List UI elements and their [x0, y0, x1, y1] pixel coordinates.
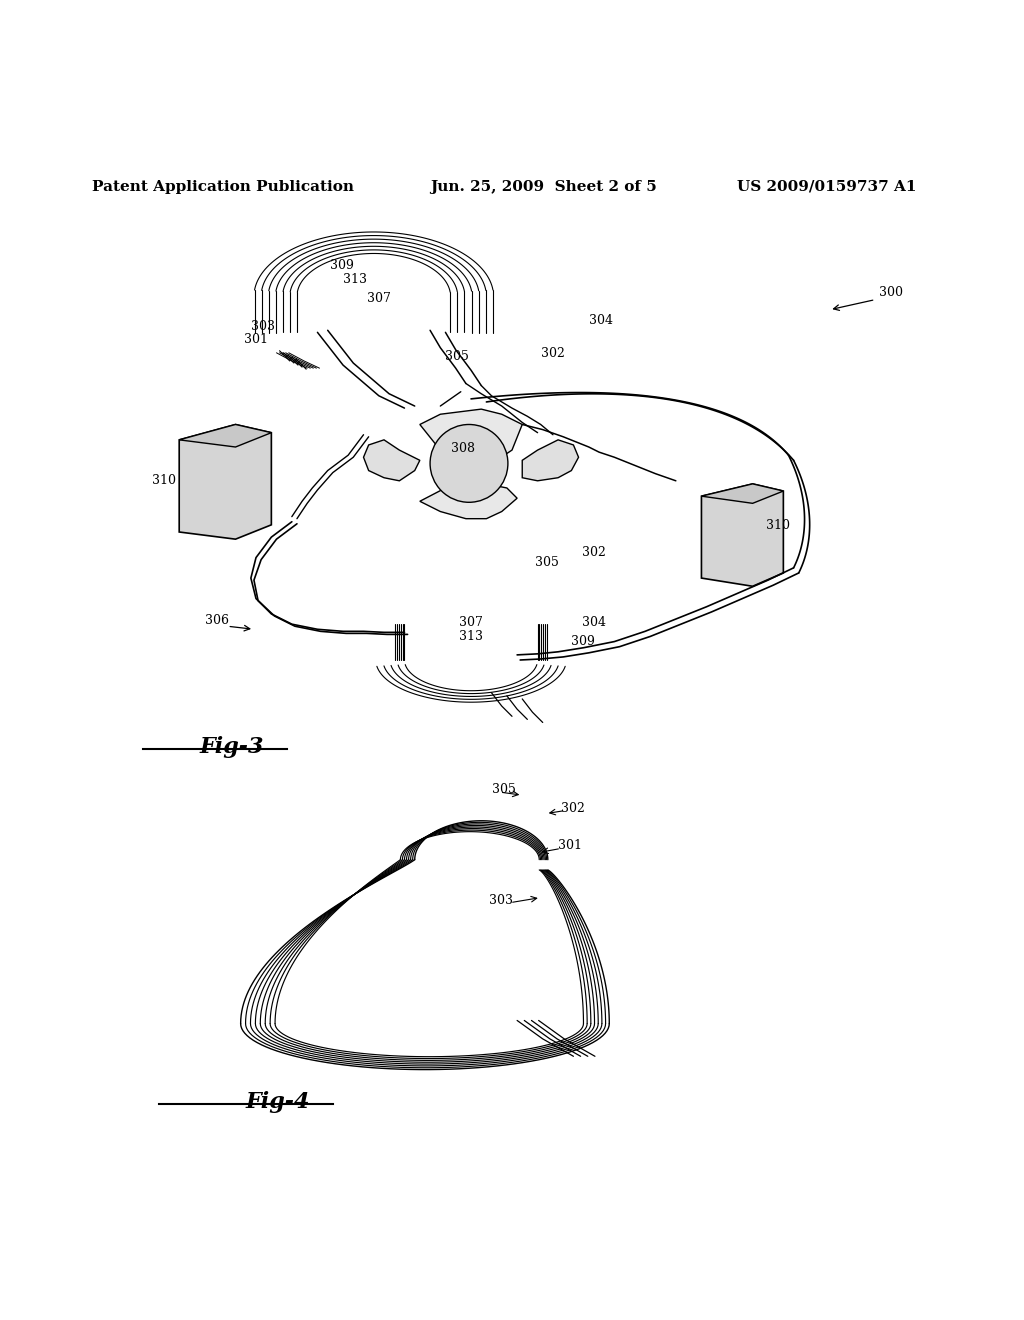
- Text: 305: 305: [535, 556, 558, 569]
- Polygon shape: [420, 484, 517, 519]
- Polygon shape: [179, 425, 271, 447]
- Text: 307: 307: [459, 616, 482, 630]
- Text: Fig-3: Fig-3: [200, 737, 264, 758]
- Text: 307: 307: [367, 292, 390, 305]
- Text: 310: 310: [766, 519, 790, 532]
- Text: 305: 305: [445, 350, 469, 363]
- Text: 308: 308: [451, 442, 474, 455]
- Text: 304: 304: [582, 616, 605, 630]
- Text: 301: 301: [244, 333, 267, 346]
- Text: Patent Application Publication: Patent Application Publication: [92, 180, 354, 194]
- Polygon shape: [701, 484, 783, 503]
- Text: 302: 302: [582, 545, 605, 558]
- Polygon shape: [522, 440, 579, 480]
- Text: 302: 302: [541, 347, 564, 360]
- Text: 301: 301: [558, 840, 582, 853]
- Text: 313: 313: [459, 630, 482, 643]
- Text: 300: 300: [879, 286, 902, 300]
- Polygon shape: [701, 484, 783, 586]
- Text: 303: 303: [489, 894, 513, 907]
- Text: US 2009/0159737 A1: US 2009/0159737 A1: [737, 180, 916, 194]
- Text: 309: 309: [571, 635, 595, 648]
- Text: 302: 302: [561, 801, 585, 814]
- Polygon shape: [420, 409, 522, 463]
- Text: 305: 305: [492, 783, 515, 796]
- Text: Fig-4: Fig-4: [246, 1092, 310, 1113]
- Text: Jun. 25, 2009  Sheet 2 of 5: Jun. 25, 2009 Sheet 2 of 5: [430, 180, 656, 194]
- Circle shape: [430, 425, 508, 503]
- Text: 310: 310: [152, 474, 175, 487]
- Text: 304: 304: [589, 314, 612, 327]
- Text: 309: 309: [330, 259, 353, 272]
- Polygon shape: [364, 440, 420, 480]
- Polygon shape: [179, 425, 271, 539]
- Text: 306: 306: [205, 614, 228, 627]
- Text: 303: 303: [251, 321, 274, 333]
- Text: 313: 313: [343, 273, 367, 286]
